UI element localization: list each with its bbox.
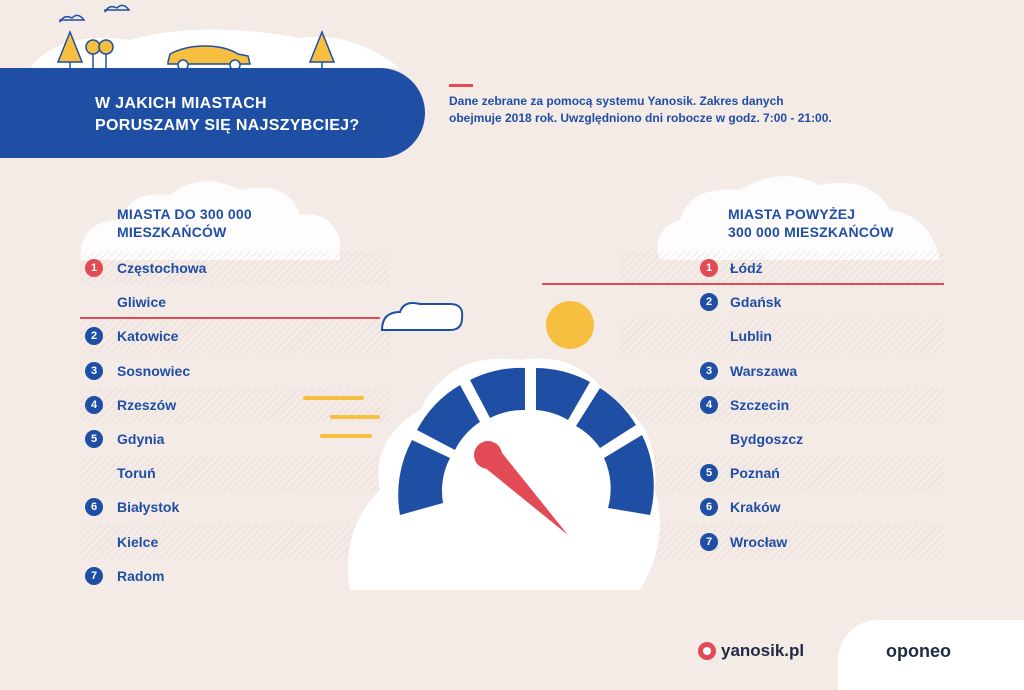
city-name: Toruń	[117, 465, 156, 482]
list-item: 1 Łódź	[620, 251, 944, 285]
city-name: Kielce	[117, 533, 159, 550]
list-item: 7 Radom	[80, 559, 390, 593]
rank-badge: 5	[85, 430, 103, 448]
right-heading-line1: MIASTA POWYŻEJ	[728, 206, 856, 222]
list-item: 4 Rzeszów	[80, 387, 390, 422]
right-divider	[542, 283, 944, 285]
rank-badge: 2	[700, 293, 718, 312]
note-line2: obejmuje 2018 rok. Uwzględniono dni robo…	[449, 111, 832, 125]
cloud-icon	[657, 176, 940, 260]
rank-badge: 4	[700, 395, 718, 414]
rank-badge: 3	[85, 361, 103, 380]
cloud-icon	[59, 14, 86, 23]
cloud-icon	[380, 302, 464, 331]
right-column-heading: MIASTA POWYŻEJ 300 000 MIESZKAŃCÓW	[728, 205, 894, 241]
car-icon	[167, 45, 251, 71]
data-source-note: Dane zebrane za pomocą systemu Yanosik. …	[449, 93, 889, 127]
list-item: 5 Gdynia	[80, 422, 390, 456]
city-name: Gliwice	[117, 294, 167, 311]
left-heading-line2: MIESZKAŃCÓW	[117, 224, 227, 240]
city-name: Białystok	[117, 499, 180, 516]
city-name: Kraków	[730, 499, 781, 516]
list-item: Bydgoszcz	[620, 422, 944, 456]
city-name: Warszawa	[730, 362, 798, 379]
list-item: 6 Kraków	[620, 490, 944, 524]
note-accent-line	[449, 84, 473, 87]
city-name: Bydgoszcz	[730, 431, 804, 447]
yanosik-logo-icon	[698, 642, 716, 660]
city-name: Wrocław	[730, 533, 788, 550]
list-item: 3 Warszawa	[620, 354, 944, 388]
rank-badge: 5	[700, 464, 718, 483]
list-item: 1 Częstochowa	[80, 251, 390, 285]
top-illustration	[30, 4, 400, 71]
title-banner	[0, 68, 425, 158]
city-name: Gdańsk	[730, 294, 782, 311]
city-name: Częstochowa	[117, 260, 207, 276]
rank-badge: 1	[700, 259, 718, 277]
right-heading-line2: 300 000 MIESZKAŃCÓW	[728, 224, 894, 240]
left-divider	[80, 317, 380, 319]
left-heading-line1: MIASTA DO 300 000	[117, 206, 252, 222]
rank-badge: 3	[700, 361, 718, 380]
left-column-heading: MIASTA DO 300 000 MIESZKAŃCÓW	[117, 205, 252, 241]
list-item: 4 Szczecin	[620, 387, 944, 422]
list-item: Lublin	[620, 319, 944, 354]
rank-badge: 7	[85, 566, 103, 585]
speedometer-needle	[474, 441, 568, 535]
list-item: 2 Katowice	[80, 319, 390, 354]
cloud-icon	[80, 181, 340, 260]
speedometer-icon	[303, 301, 660, 590]
city-name: Katowice	[117, 328, 179, 345]
rank-badge: 6	[85, 498, 103, 517]
list-item: 6 Białystok	[80, 490, 390, 524]
city-name: Lublin	[730, 328, 772, 345]
list-item: Kielce	[80, 524, 390, 559]
city-name: Poznań	[730, 465, 780, 482]
list-item: 7 Wrocław	[620, 524, 944, 559]
cloud-icon	[104, 4, 131, 13]
city-name: Sosnowiec	[117, 362, 191, 379]
sun-icon	[546, 301, 594, 349]
list-item: Gliwice	[80, 285, 390, 319]
city-name: Radom	[117, 567, 165, 584]
footer-bubble	[838, 620, 1024, 690]
city-name: Gdynia	[117, 431, 165, 447]
list-item: 5 Poznań	[620, 456, 944, 491]
rank-badge: 6	[700, 498, 718, 517]
rank-badge: 2	[85, 327, 103, 346]
page-title-line2: PORUSZAMY SIĘ NAJSZYBCIEJ?	[95, 117, 360, 134]
list-item: 2 Gdańsk	[620, 285, 944, 319]
tree-icon	[85, 39, 114, 70]
page-title: W JAKICH MIASTACH PORUSZAMY SIĘ NAJSZYBC…	[95, 93, 359, 137]
rank-badge: 7	[700, 532, 718, 551]
list-item: Toruń	[80, 456, 390, 491]
cloud-background	[80, 176, 940, 260]
list-item: 3 Sosnowiec	[80, 354, 390, 388]
city-name: Rzeszów	[117, 396, 177, 413]
note-line1: Dane zebrane za pomocą systemu Yanosik. …	[449, 94, 784, 108]
city-name: Szczecin	[730, 396, 790, 413]
rank-badge: 4	[85, 395, 103, 414]
oponeo-logo: oponeo	[886, 641, 951, 661]
yanosik-logo: yanosik.pl	[698, 641, 804, 661]
city-name: Łódź	[730, 260, 763, 276]
yanosik-logo-text: yanosik.pl	[721, 641, 805, 660]
rank-badge: 1	[85, 259, 103, 277]
page-title-line1: W JAKICH MIASTACH	[95, 95, 267, 112]
